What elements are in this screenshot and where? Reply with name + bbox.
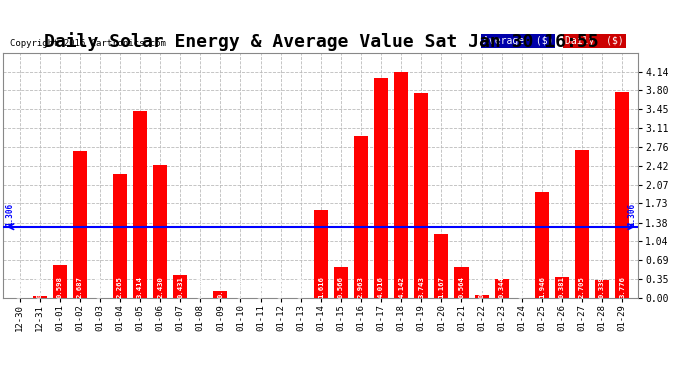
Bar — [495, 279, 509, 298]
Text: 0.000: 0.000 — [519, 276, 524, 298]
Bar — [113, 174, 127, 298]
Text: 0.564: 0.564 — [458, 276, 464, 298]
Bar — [394, 72, 408, 298]
Text: 0.000: 0.000 — [17, 276, 23, 298]
Text: 2.430: 2.430 — [157, 276, 163, 298]
Text: 4.016: 4.016 — [378, 276, 384, 298]
Bar — [595, 280, 609, 298]
Text: 4.142: 4.142 — [398, 276, 404, 298]
Text: 0.000: 0.000 — [97, 276, 103, 298]
Text: 1.616: 1.616 — [318, 276, 324, 298]
Text: 2.687: 2.687 — [77, 276, 83, 298]
Text: 1.306: 1.306 — [628, 202, 637, 226]
Text: 0.046: 0.046 — [37, 276, 43, 298]
Text: 0.000: 0.000 — [277, 276, 284, 298]
Bar — [555, 277, 569, 298]
Bar — [575, 150, 589, 298]
Bar — [535, 192, 549, 298]
Text: 0.598: 0.598 — [57, 276, 63, 298]
Text: 0.381: 0.381 — [559, 276, 565, 298]
Bar — [173, 274, 187, 298]
Bar — [414, 93, 428, 298]
Bar — [72, 151, 87, 298]
Bar — [475, 295, 489, 298]
Bar — [314, 210, 328, 298]
Text: 0.000: 0.000 — [197, 276, 204, 298]
Bar — [455, 267, 469, 298]
Text: 3.743: 3.743 — [418, 276, 424, 298]
Bar — [374, 78, 388, 298]
Text: 1.946: 1.946 — [539, 276, 545, 298]
Text: 1.167: 1.167 — [438, 276, 444, 298]
Text: 3.776: 3.776 — [619, 276, 625, 298]
Bar — [334, 267, 348, 298]
Bar — [52, 266, 67, 298]
Bar — [153, 165, 167, 298]
Bar — [133, 111, 147, 298]
Bar — [354, 136, 368, 298]
Text: 0.057: 0.057 — [479, 276, 484, 298]
Text: Daily  ($): Daily ($) — [565, 36, 624, 46]
Text: 0.431: 0.431 — [177, 276, 184, 298]
Bar — [615, 92, 629, 298]
Text: 2.963: 2.963 — [358, 276, 364, 298]
Text: 0.339: 0.339 — [599, 276, 605, 298]
Text: Copyright 2016 Cartronics.com: Copyright 2016 Cartronics.com — [10, 39, 166, 48]
Text: 2.265: 2.265 — [117, 276, 123, 298]
Text: 0.010: 0.010 — [257, 276, 264, 298]
Bar — [213, 291, 228, 298]
Text: 0.000: 0.000 — [237, 276, 244, 298]
Text: Average  ($): Average ($) — [483, 36, 553, 46]
Title: Daily Solar Energy & Average Value Sat Jan 30 16:55: Daily Solar Energy & Average Value Sat J… — [43, 32, 598, 51]
Text: 3.414: 3.414 — [137, 276, 143, 298]
Text: 2.705: 2.705 — [579, 276, 585, 298]
Text: 0.566: 0.566 — [338, 276, 344, 298]
Bar — [434, 234, 448, 298]
Text: 1.306: 1.306 — [5, 202, 14, 226]
Bar — [32, 296, 47, 298]
Text: 0.344: 0.344 — [499, 276, 504, 298]
Text: 0.127: 0.127 — [217, 276, 224, 298]
Text: 0.000: 0.000 — [298, 276, 304, 298]
